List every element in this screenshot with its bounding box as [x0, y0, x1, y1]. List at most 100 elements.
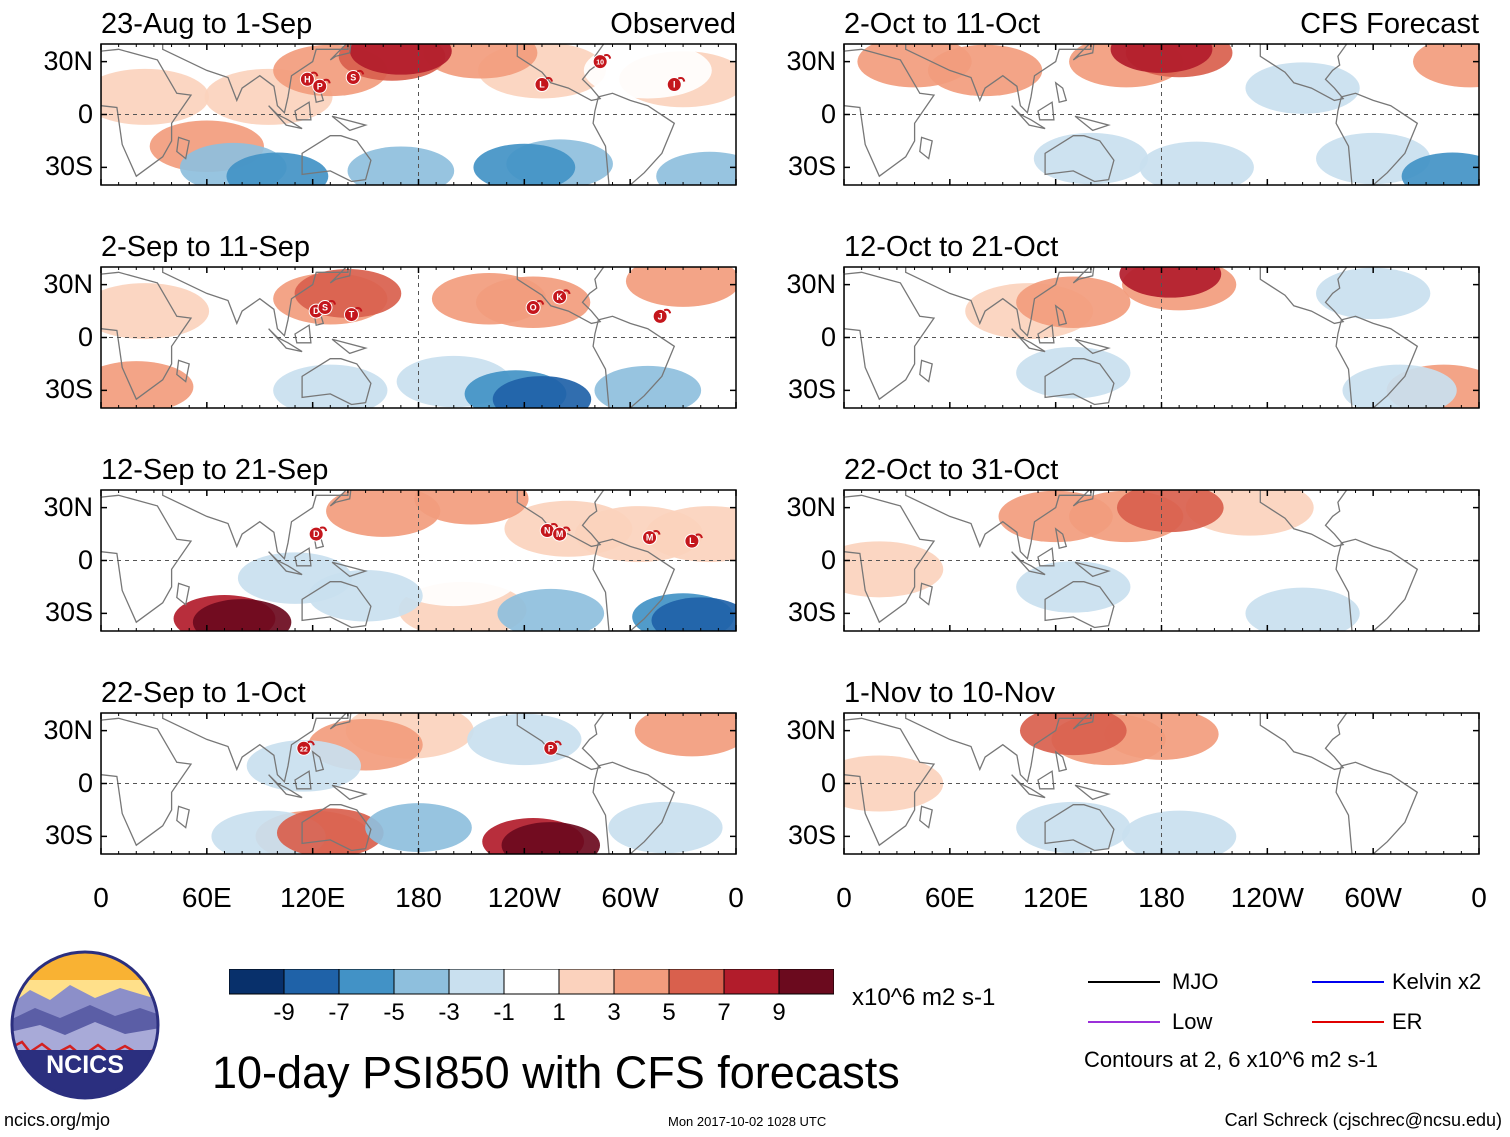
colorbar-tick-label: 1 — [552, 999, 566, 1026]
anomaly-blob — [347, 146, 455, 185]
storm-marker: I — [666, 76, 686, 93]
map-panel — [843, 266, 1480, 409]
anomaly-blob — [634, 713, 736, 757]
y-tick-label: 30N — [786, 714, 836, 745]
anomaly-blob — [349, 44, 452, 75]
coastline — [1011, 105, 1046, 130]
x-tick-label: 120W — [1230, 882, 1304, 913]
storm-label: D — [313, 529, 320, 539]
map-panel — [843, 43, 1480, 186]
y-tick-label: 30S — [44, 374, 93, 405]
coastline — [331, 561, 368, 578]
colorbar-swatch — [229, 969, 285, 995]
y-tick-label: 30N — [786, 45, 836, 76]
coastline — [592, 761, 676, 854]
coastline — [1037, 547, 1055, 567]
coastline — [844, 717, 936, 847]
panel-title: 23-Aug to 1-Sep — [101, 8, 313, 40]
coastline — [1011, 774, 1046, 799]
storm-marker: T — [343, 307, 363, 323]
y-tick-label: 30S — [787, 374, 836, 405]
colorbar-swatch — [338, 969, 395, 995]
anomaly-blob — [467, 713, 582, 766]
coastline — [1072, 44, 1095, 61]
x-tick-label: 60E — [181, 882, 232, 913]
colorbar-tick-label: -5 — [383, 999, 405, 1026]
storm-label: T — [349, 310, 355, 320]
coastline — [905, 267, 1092, 337]
colorbar-tick-label: -3 — [438, 999, 460, 1026]
legend-er-label: ER — [1392, 1009, 1423, 1034]
anomaly-blob — [1413, 44, 1479, 88]
coastline — [176, 805, 190, 829]
footer-timestamp: Mon 2017-10-02 1028 UTC — [668, 1114, 827, 1129]
observed-column-label: Observed — [610, 8, 736, 40]
coastline — [1335, 92, 1419, 185]
y-tick-label: 30N — [786, 268, 836, 299]
coastline — [1335, 761, 1419, 854]
storm-marker: 10 — [592, 54, 612, 70]
anomaly-blob — [594, 365, 702, 408]
storm-marker: P — [543, 740, 562, 756]
panel-title: 12-Sep to 21-Sep — [101, 454, 329, 486]
storm-label: 10 — [596, 60, 604, 67]
anomaly-blob — [885, 104, 1014, 161]
anomaly-blob — [1203, 804, 1332, 854]
y-tick-label: 30N — [43, 45, 93, 76]
coastline — [329, 267, 352, 284]
y-tick-label: 0 — [77, 767, 93, 798]
coastline — [1259, 267, 1348, 325]
coastline — [1054, 81, 1068, 104]
anomaly-blob — [101, 490, 227, 536]
y-tick-label: 30S — [44, 151, 93, 182]
x-tick-label: 0 — [1471, 882, 1487, 913]
coastline — [301, 358, 372, 406]
y-tick-label: 30N — [786, 491, 836, 522]
storm-label: N — [544, 526, 551, 536]
coastline — [329, 490, 352, 507]
anomaly-blob — [1132, 576, 1261, 631]
coastline — [592, 92, 676, 185]
anomaly-blob — [192, 599, 292, 631]
coastline — [301, 581, 372, 629]
storm-marker: S — [317, 299, 336, 316]
storm-label: P — [548, 743, 554, 753]
y-tick-label: 30N — [43, 491, 93, 522]
storm-marker: S — [345, 69, 365, 85]
storm-marker: M — [642, 530, 661, 546]
coastline — [1037, 770, 1055, 790]
colorbar-tick-label: -1 — [493, 999, 515, 1026]
y-tick-label: 30N — [43, 714, 93, 745]
coastline — [1054, 304, 1068, 327]
anomaly-blob — [1316, 132, 1431, 185]
legend-mjo-label: MJO — [1172, 969, 1219, 994]
colorbar-tick-label: -9 — [273, 999, 295, 1026]
coastline — [1259, 44, 1348, 102]
anomaly-blob — [246, 740, 361, 792]
storm-label: L — [689, 536, 695, 546]
legend-er-line — [1312, 1021, 1384, 1023]
coastline — [844, 48, 936, 178]
storm-marker: 22 — [296, 740, 315, 756]
anomaly-blob — [1344, 799, 1473, 854]
legend-low-line — [1088, 1021, 1160, 1023]
colorbar-swatch — [448, 969, 505, 995]
coastline — [1072, 490, 1095, 507]
panel-title: 2-Oct to 11-Oct — [844, 8, 1041, 40]
anomaly-blob — [1016, 276, 1131, 328]
storm-label: M — [646, 533, 654, 543]
coastline — [1044, 358, 1115, 406]
y-tick-label: 30S — [787, 597, 836, 628]
coastline — [301, 135, 372, 183]
coastline — [1335, 538, 1419, 631]
storm-marker: H — [299, 71, 319, 87]
x-tick-label: 0 — [93, 882, 109, 913]
coastline — [919, 136, 933, 160]
y-tick-label: 0 — [820, 544, 836, 575]
coastline — [268, 551, 303, 576]
colorbar — [229, 969, 834, 995]
anomaly-blob — [844, 541, 944, 598]
anomaly-blob — [423, 44, 538, 79]
coastline — [1074, 561, 1111, 578]
